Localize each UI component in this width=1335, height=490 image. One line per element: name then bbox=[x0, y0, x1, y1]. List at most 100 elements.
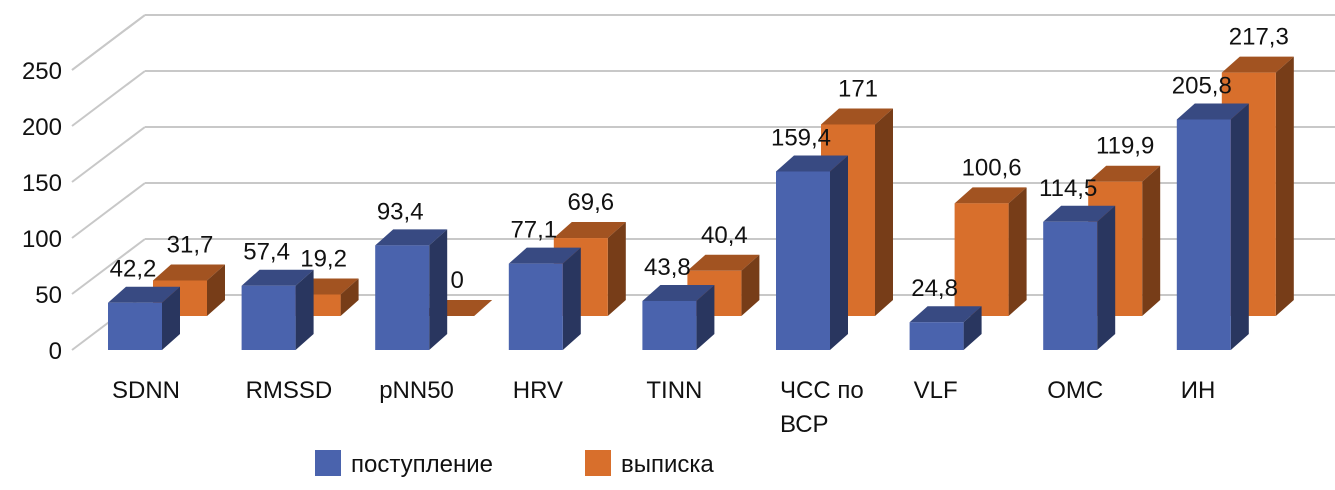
legend: поступление выписка bbox=[315, 450, 714, 478]
legend-swatch bbox=[585, 450, 611, 476]
x-tick-label: ЧСС по bbox=[780, 377, 864, 404]
bar-front bbox=[776, 171, 830, 350]
bar-side bbox=[741, 254, 760, 316]
data-label: 24,8 bbox=[911, 275, 958, 302]
bar-front bbox=[508, 263, 563, 350]
bar-side bbox=[340, 278, 359, 316]
bar-front bbox=[909, 322, 964, 350]
bar-side bbox=[1142, 165, 1161, 316]
bar-front bbox=[375, 245, 430, 350]
bar-top bbox=[776, 155, 848, 172]
bar-front bbox=[1043, 221, 1098, 350]
bar-side bbox=[875, 108, 893, 316]
data-label: 171 bbox=[838, 75, 878, 102]
legend-label: выписка bbox=[621, 451, 714, 478]
legend-label: поступление bbox=[351, 451, 493, 478]
bar-поступление bbox=[642, 284, 715, 350]
bar-side bbox=[830, 155, 848, 350]
data-label: 100,6 bbox=[962, 154, 1022, 181]
bars: 31,7 42,2 19,2 57,4 0 93,4 69,6 77,1 40,4 43,8 171… bbox=[108, 24, 1294, 350]
bar-front bbox=[954, 203, 1009, 316]
bar-поступление bbox=[1176, 103, 1249, 350]
bar-top bbox=[375, 229, 448, 246]
bar-side bbox=[429, 229, 448, 350]
gridline bbox=[71, 238, 146, 295]
data-label: 217,3 bbox=[1229, 24, 1289, 51]
bar-поступление bbox=[909, 306, 982, 350]
bar-side bbox=[1008, 187, 1027, 316]
bar-top bbox=[108, 286, 180, 303]
bar-top bbox=[1043, 205, 1116, 222]
bar-поступление bbox=[108, 286, 180, 350]
x-tick-label: SDNN bbox=[112, 377, 180, 404]
x-axis-labels: SDNN RMSSD pNN50 HRV TINN ЧСС по ВСР VLF ОМС ИН bbox=[112, 377, 1215, 438]
y-tick-label: 0 bbox=[49, 338, 62, 365]
data-label: 0 bbox=[451, 267, 464, 294]
y-tick-label: 100 bbox=[22, 226, 62, 253]
bar-top bbox=[153, 264, 225, 281]
data-label: 77,1 bbox=[510, 217, 557, 244]
bar-side bbox=[1275, 56, 1294, 317]
data-label: 42,2 bbox=[110, 256, 157, 283]
bar-поступление bbox=[508, 247, 581, 350]
bar-top bbox=[642, 284, 715, 301]
bar-top bbox=[821, 108, 893, 125]
bar-top bbox=[687, 254, 760, 271]
data-label: 19,2 bbox=[300, 245, 347, 272]
bar-top bbox=[909, 306, 982, 323]
x-tick-label: VLF bbox=[914, 377, 958, 404]
bar-side bbox=[207, 264, 225, 316]
bar-side bbox=[1097, 205, 1116, 350]
bar-top bbox=[1176, 103, 1249, 120]
gridline bbox=[71, 70, 146, 127]
bar-side bbox=[963, 306, 982, 350]
bar-side bbox=[696, 284, 715, 350]
bar-front bbox=[241, 285, 296, 350]
data-label: 57,4 bbox=[243, 239, 290, 266]
gridline bbox=[71, 182, 146, 239]
x-tick-label: RMSSD bbox=[246, 377, 333, 404]
data-label: 43,8 bbox=[644, 254, 691, 281]
bar-top bbox=[954, 187, 1027, 204]
bar-top bbox=[241, 269, 314, 286]
x-tick-label: TINN bbox=[646, 377, 702, 404]
x-tick-label: ВСР bbox=[780, 411, 829, 438]
bar-поступление bbox=[1043, 205, 1116, 350]
legend-swatch bbox=[315, 450, 341, 476]
bar-поступление bbox=[776, 155, 848, 350]
gridline bbox=[71, 14, 146, 71]
bar-side bbox=[562, 247, 581, 350]
bar-side bbox=[1230, 103, 1249, 350]
bar-top bbox=[1221, 56, 1294, 73]
bar-top bbox=[1088, 165, 1161, 182]
bar-front bbox=[108, 302, 162, 350]
y-tick-label: 150 bbox=[22, 170, 62, 197]
x-tick-label: pNN50 bbox=[379, 377, 454, 404]
data-label: 40,4 bbox=[701, 222, 748, 249]
y-tick-label: 50 bbox=[35, 282, 62, 309]
bar-side bbox=[162, 286, 180, 350]
y-tick-label: 250 bbox=[22, 58, 62, 85]
bar-side bbox=[295, 269, 314, 350]
data-label: 114,5 bbox=[1039, 175, 1097, 202]
data-label: 93,4 bbox=[377, 198, 424, 225]
y-tick-label: 200 bbox=[22, 114, 62, 141]
data-label: 69,6 bbox=[567, 189, 614, 216]
bar-front bbox=[1176, 119, 1231, 350]
x-tick-label: HRV bbox=[513, 377, 563, 404]
x-tick-label: ИН bbox=[1181, 377, 1216, 404]
x-tick-label: ОМС bbox=[1047, 377, 1103, 404]
bar-top bbox=[553, 222, 626, 239]
bar-top bbox=[508, 247, 581, 264]
y-axis-ticks: 0 50 100 150 200 250 bbox=[22, 58, 62, 365]
bar-front bbox=[642, 300, 697, 350]
data-label: 159,4 bbox=[771, 124, 831, 151]
data-label: 205,8 bbox=[1172, 73, 1232, 100]
data-label: 31,7 bbox=[167, 231, 214, 258]
gridline bbox=[71, 126, 146, 183]
bar-side bbox=[607, 222, 626, 316]
bar-поступление bbox=[241, 269, 314, 350]
data-label: 119,9 bbox=[1096, 133, 1154, 160]
bar-выписка bbox=[954, 187, 1027, 316]
